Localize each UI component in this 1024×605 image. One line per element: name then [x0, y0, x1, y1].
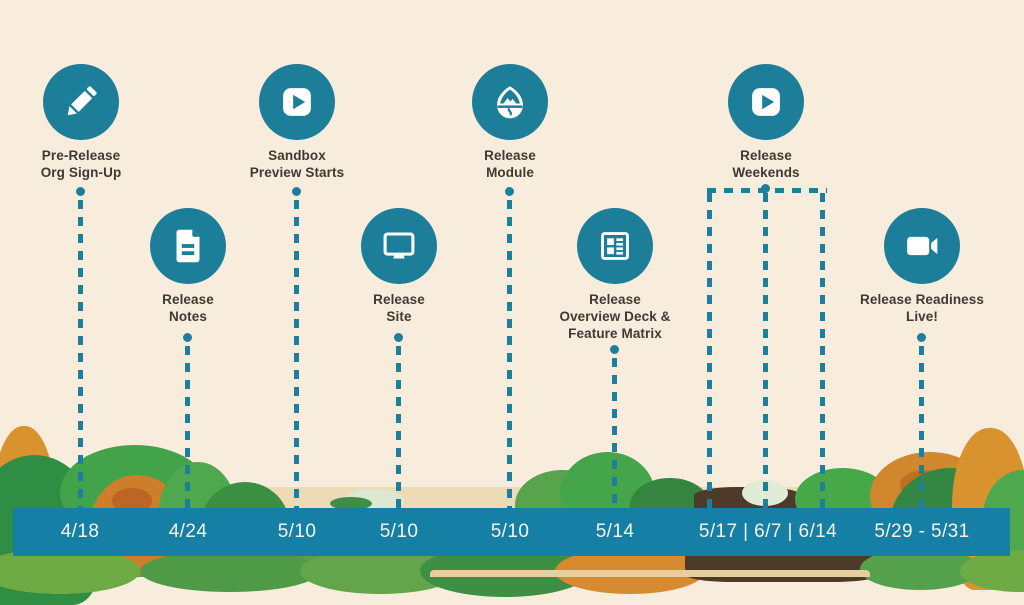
- dashed-connector: [78, 200, 83, 508]
- date-label: 5/17 | 6/7 | 6/14: [698, 521, 838, 542]
- date-label: 5/10: [379, 521, 419, 542]
- pencil-icon: [43, 64, 119, 140]
- milestone-label: Release Overview Deck & Feature Matrix: [559, 292, 671, 341]
- dashed-connector: [396, 346, 401, 508]
- dashed-connector: [507, 200, 512, 508]
- dashed-connector: [763, 193, 768, 508]
- milestone-label: Release Site: [373, 292, 425, 324]
- milestone-label: Release Notes: [162, 292, 214, 324]
- dashed-bracket: [707, 188, 827, 193]
- document-icon: [150, 208, 226, 284]
- milestone-label: Pre-Release Org Sign-Up: [40, 148, 122, 180]
- dashed-connector: [707, 193, 712, 508]
- trailhead-icon: [472, 64, 548, 140]
- milestone-label: Release Weekends: [732, 148, 800, 180]
- date-label: 4/24: [168, 521, 208, 542]
- connector-dot: [183, 333, 192, 342]
- dashed-connector: [820, 193, 825, 508]
- milestone-label: Release Readiness Live!: [859, 292, 985, 324]
- dashed-connector: [612, 358, 617, 508]
- dashed-connector: [294, 200, 299, 508]
- milestone-label: Release Module: [484, 148, 536, 180]
- connector-dot: [76, 187, 85, 196]
- connector-dot: [917, 333, 926, 342]
- dashed-connector: [185, 346, 190, 508]
- release-timeline-infographic: Pre-Release Org Sign-Up Release Notes Sa…: [0, 64, 1024, 605]
- play-icon: [728, 64, 804, 140]
- date-label: 5/29 - 5/31: [874, 521, 970, 542]
- connector-dot: [505, 187, 514, 196]
- date-label: 5/14: [595, 521, 635, 542]
- date-label: 5/10: [490, 521, 530, 542]
- trail-ground: [430, 570, 870, 577]
- date-label: 4/18: [60, 521, 100, 542]
- play-icon: [259, 64, 335, 140]
- connector-dot: [394, 333, 403, 342]
- dashed-connector: [919, 346, 924, 508]
- grid-document-icon: [577, 208, 653, 284]
- monitor-icon: [361, 208, 437, 284]
- connector-dot: [292, 187, 301, 196]
- date-label: 5/10: [277, 521, 317, 542]
- timeline-date-bar: 4/18 4/24 5/10 5/10 5/10 5/14 5/17 | 6/7…: [13, 508, 1010, 556]
- connector-dot: [610, 345, 619, 354]
- foliage-blob: [330, 497, 372, 510]
- milestone-label: Sandbox Preview Starts: [249, 148, 345, 180]
- foliage-blob: [140, 550, 320, 592]
- video-camera-icon: [884, 208, 960, 284]
